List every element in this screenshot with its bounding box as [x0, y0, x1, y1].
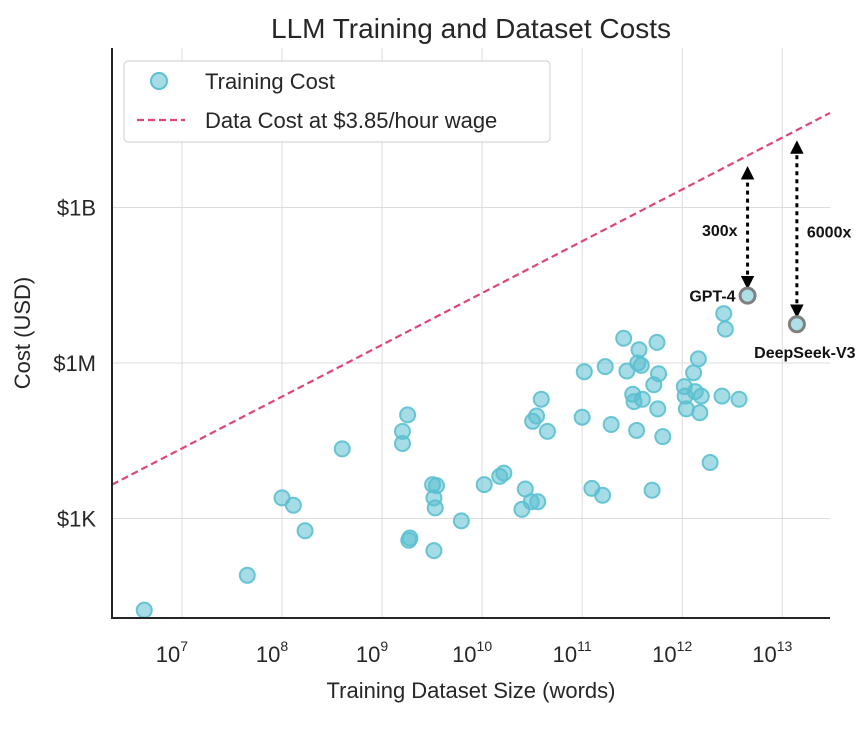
y-tick-label: $1K	[57, 506, 96, 531]
legend-box	[123, 60, 551, 143]
training-cost-point	[602, 416, 620, 434]
training-cost-point	[575, 363, 593, 381]
training-cost-point	[713, 387, 731, 405]
x-tick-base: 10	[256, 642, 280, 667]
training-cost-point	[628, 421, 646, 439]
x-tick-exponent: 7	[180, 638, 188, 654]
training-cost-point	[393, 434, 411, 452]
training-cost-point	[630, 341, 648, 359]
training-cost-point	[452, 512, 470, 530]
x-tick-label: 1010	[452, 638, 492, 667]
x-tick-label: 107	[156, 638, 188, 667]
training-cost-point	[401, 529, 419, 547]
training-cost-point	[643, 481, 661, 499]
y-tick-label: $1B	[57, 196, 96, 221]
training-cost-point	[648, 333, 666, 351]
training-cost-point	[529, 493, 547, 511]
x-tick-label: 109	[356, 638, 388, 667]
x-axis-label: Training Dataset Size (words)	[327, 678, 616, 703]
grid	[112, 48, 830, 618]
training-cost-point	[238, 566, 256, 584]
training-cost-point	[594, 486, 612, 504]
axis-spines	[111, 48, 830, 619]
training-cost-points	[135, 305, 748, 619]
x-tick-label: 1013	[752, 638, 792, 667]
training-cost-point	[495, 464, 513, 482]
training-cost-point	[427, 477, 445, 495]
highlight-label: DeepSeek-V3	[754, 345, 855, 362]
training-cost-point	[425, 542, 443, 560]
training-cost-point	[538, 422, 556, 440]
x-tick-base: 10	[452, 642, 476, 667]
axes: 107 108 109 1010 1011 1012 1013$1K$1M$1B	[53, 48, 830, 667]
chart-title: LLM Training and Dataset Costs	[271, 13, 671, 44]
x-tick-base: 10	[156, 642, 180, 667]
training-cost-point	[730, 390, 748, 408]
training-cost-point	[632, 356, 650, 374]
data-cost-line-layer	[111, 111, 831, 486]
training-cost-point	[650, 365, 668, 383]
training-cost-point	[649, 400, 667, 418]
training-cost-point	[701, 454, 719, 472]
x-tick-base: 10	[553, 642, 577, 667]
training-cost-point	[596, 358, 614, 376]
training-cost-point	[715, 305, 733, 323]
x-tick-exponent: 13	[777, 638, 793, 654]
data-cost-line	[111, 111, 831, 486]
ratio-label: 300x	[702, 223, 738, 240]
training-cost-point	[689, 350, 707, 368]
training-cost-point	[692, 387, 710, 405]
training-cost-point	[615, 329, 633, 347]
training-cost-point	[633, 390, 651, 408]
x-tick-exponent: 11	[577, 638, 592, 654]
training-cost-point	[399, 406, 417, 424]
legend: Training Cost Data Cost at $3.85/hour wa…	[123, 60, 551, 143]
x-tick-label: 1011	[553, 638, 592, 667]
legend-label-data-cost: Data Cost at $3.85/hour wage	[205, 108, 497, 133]
training-cost-point	[685, 364, 703, 382]
y-axis-label: Cost (USD)	[10, 277, 35, 389]
training-cost-point	[528, 407, 546, 425]
x-tick-base: 10	[752, 642, 776, 667]
x-tick-label: 108	[256, 638, 288, 667]
training-cost-point	[716, 320, 734, 338]
highlight-label: GPT-4	[689, 289, 735, 306]
legend-marker-training	[150, 72, 168, 90]
x-tick-exponent: 9	[380, 638, 388, 654]
x-tick-base: 10	[652, 642, 676, 667]
highlight-point	[738, 286, 757, 305]
x-tick-label: 1012	[652, 638, 692, 667]
training-cost-point	[532, 390, 550, 408]
x-tick-exponent: 10	[477, 638, 493, 654]
highlight-point	[787, 315, 806, 334]
training-cost-point	[691, 404, 709, 422]
ratio-label: 6000x	[807, 225, 852, 242]
y-tick-label: $1M	[53, 351, 96, 376]
x-tick-base: 10	[356, 642, 380, 667]
training-cost-point	[426, 499, 444, 517]
training-cost-point	[296, 522, 314, 540]
training-cost-point	[573, 408, 591, 426]
legend-label-training: Training Cost	[205, 69, 335, 94]
training-cost-point	[284, 496, 302, 514]
x-tick-exponent: 12	[677, 638, 693, 654]
training-cost-point	[475, 476, 493, 494]
training-cost-point	[135, 601, 153, 619]
training-cost-point	[654, 428, 672, 446]
training-cost-point	[333, 440, 351, 458]
highlight-annotations: GPT-4 300x DeepSeek-V3 6000x	[689, 140, 856, 362]
x-tick-exponent: 8	[280, 638, 288, 654]
